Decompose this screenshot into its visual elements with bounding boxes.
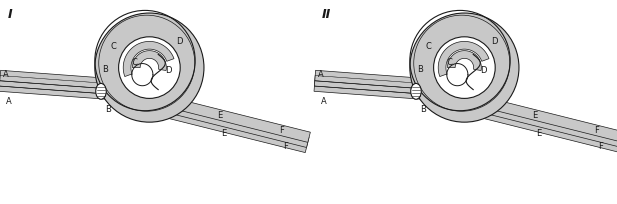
Text: B: B — [105, 105, 111, 114]
Text: C: C — [446, 59, 452, 68]
Polygon shape — [481, 102, 617, 147]
Polygon shape — [482, 97, 617, 142]
Text: B: B — [418, 65, 423, 74]
Polygon shape — [133, 51, 167, 71]
Polygon shape — [165, 107, 308, 153]
Ellipse shape — [96, 83, 106, 99]
Polygon shape — [166, 102, 309, 147]
Polygon shape — [0, 75, 119, 95]
Text: E: E — [222, 129, 227, 138]
Text: II: II — [322, 8, 331, 21]
Polygon shape — [167, 97, 310, 142]
Text: E: E — [537, 129, 542, 138]
Text: A: A — [321, 96, 326, 105]
Text: A: A — [318, 70, 324, 79]
Text: D: D — [491, 38, 497, 47]
Ellipse shape — [411, 83, 421, 99]
Polygon shape — [315, 70, 434, 90]
Polygon shape — [314, 81, 434, 100]
Text: E: E — [217, 112, 222, 121]
Text: I: I — [8, 8, 12, 21]
Circle shape — [410, 13, 519, 122]
Text: F: F — [283, 142, 288, 151]
Text: C: C — [131, 59, 137, 68]
Polygon shape — [479, 107, 617, 153]
Text: C: C — [425, 42, 431, 51]
Text: B: B — [102, 65, 109, 74]
Polygon shape — [315, 75, 434, 95]
Circle shape — [118, 37, 180, 98]
Text: C: C — [110, 42, 116, 51]
Polygon shape — [447, 51, 481, 71]
Circle shape — [95, 13, 204, 122]
Polygon shape — [123, 41, 174, 76]
Polygon shape — [438, 41, 489, 76]
Text: F: F — [279, 126, 284, 135]
Text: D: D — [479, 66, 486, 75]
Text: A: A — [6, 96, 12, 105]
Text: B: B — [420, 105, 426, 114]
Polygon shape — [0, 70, 119, 90]
Text: F: F — [598, 142, 603, 151]
Polygon shape — [0, 81, 118, 100]
Text: F: F — [594, 126, 599, 135]
Circle shape — [434, 37, 495, 98]
Text: D: D — [165, 66, 171, 75]
Text: A: A — [3, 70, 9, 79]
Text: E: E — [532, 112, 537, 121]
Text: D: D — [176, 38, 183, 47]
